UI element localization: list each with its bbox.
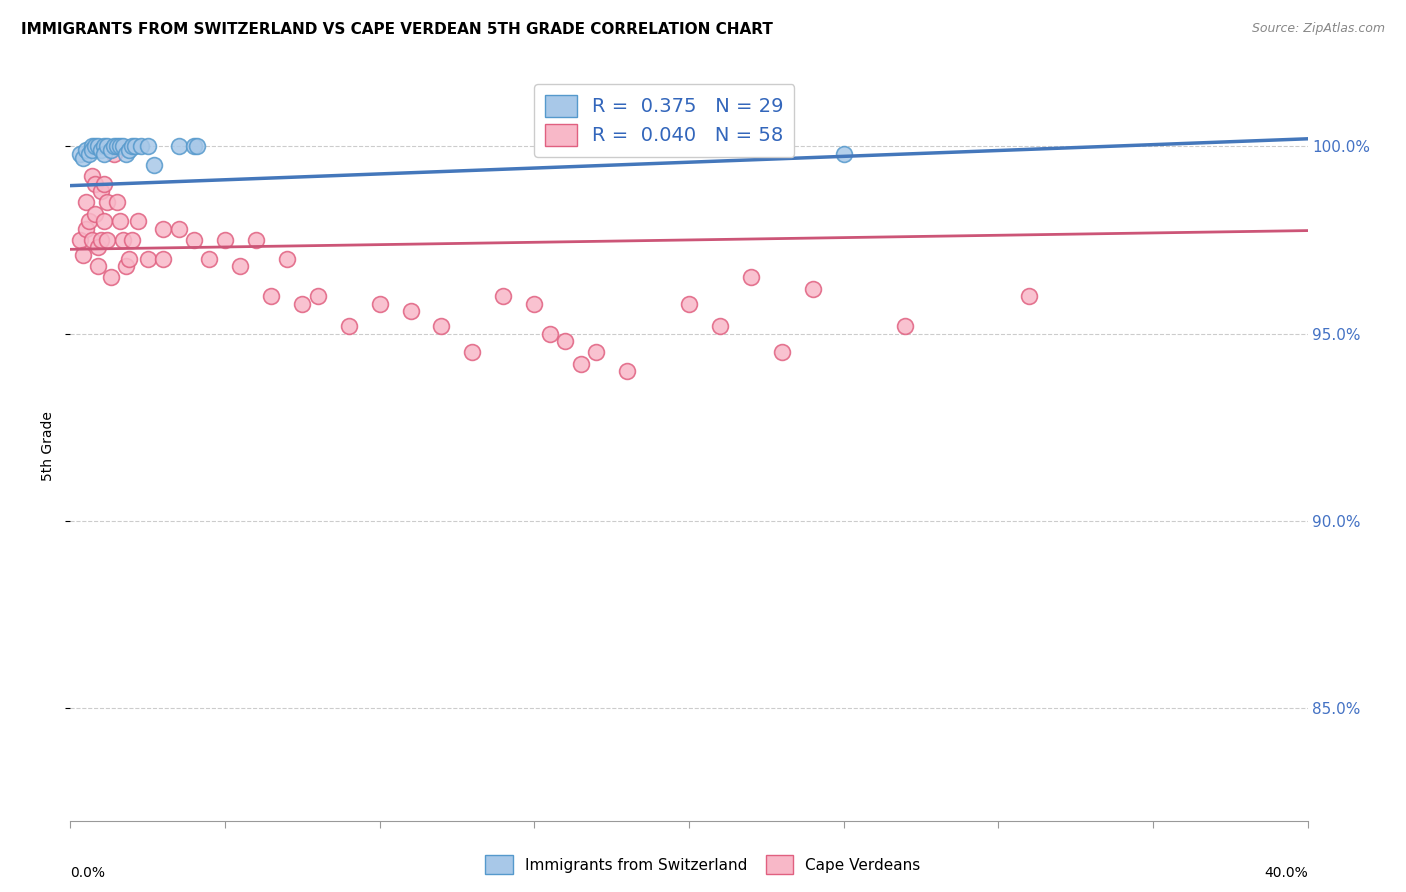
Point xyxy=(229,259,252,273)
Point xyxy=(96,195,118,210)
Point xyxy=(399,304,422,318)
Point xyxy=(492,289,515,303)
Point xyxy=(72,151,94,165)
Point xyxy=(740,270,762,285)
Point xyxy=(105,195,128,210)
Point xyxy=(75,143,97,157)
Point xyxy=(100,270,122,285)
Point xyxy=(136,139,159,153)
Point xyxy=(523,296,546,310)
Point xyxy=(93,146,115,161)
Point xyxy=(115,259,138,273)
Point xyxy=(770,345,793,359)
Point xyxy=(124,139,146,153)
Point xyxy=(430,319,453,334)
Point xyxy=(96,139,118,153)
Point xyxy=(538,326,561,341)
Point xyxy=(80,139,103,153)
Point xyxy=(93,214,115,228)
Point xyxy=(87,259,110,273)
Point xyxy=(276,252,298,266)
Point xyxy=(291,296,314,310)
Point xyxy=(569,357,592,371)
Point xyxy=(131,139,153,153)
Legend: Immigrants from Switzerland, Cape Verdeans: Immigrants from Switzerland, Cape Verdea… xyxy=(479,849,927,880)
Point xyxy=(585,345,607,359)
Text: 0.0%: 0.0% xyxy=(70,865,105,880)
Text: IMMIGRANTS FROM SWITZERLAND VS CAPE VERDEAN 5TH GRADE CORRELATION CHART: IMMIGRANTS FROM SWITZERLAND VS CAPE VERD… xyxy=(21,22,773,37)
Point xyxy=(103,146,125,161)
Text: Source: ZipAtlas.com: Source: ZipAtlas.com xyxy=(1251,22,1385,36)
Point xyxy=(105,139,128,153)
Point xyxy=(198,252,221,266)
Point xyxy=(90,233,112,247)
Point xyxy=(84,207,107,221)
Point xyxy=(554,334,576,348)
Point xyxy=(167,139,190,153)
Point xyxy=(307,289,329,303)
Point xyxy=(152,221,174,235)
Point xyxy=(121,233,143,247)
Point xyxy=(108,214,131,228)
Text: 40.0%: 40.0% xyxy=(1264,865,1308,880)
Point xyxy=(337,319,360,334)
Point xyxy=(167,221,190,235)
Point xyxy=(84,139,107,153)
Point xyxy=(118,143,141,157)
Point xyxy=(96,233,118,247)
Point xyxy=(186,139,208,153)
Point xyxy=(80,233,103,247)
Point xyxy=(1018,289,1040,303)
Point xyxy=(69,233,91,247)
Point xyxy=(108,139,131,153)
Point xyxy=(127,214,149,228)
Point xyxy=(77,214,100,228)
Point xyxy=(801,282,824,296)
Point xyxy=(136,252,159,266)
Point xyxy=(72,248,94,262)
Point xyxy=(90,184,112,198)
Point xyxy=(183,139,205,153)
Point xyxy=(115,146,138,161)
Point xyxy=(142,158,165,172)
Point xyxy=(461,345,484,359)
Point xyxy=(103,139,125,153)
Point xyxy=(832,146,855,161)
Point xyxy=(87,240,110,254)
Point xyxy=(368,296,391,310)
Point xyxy=(894,319,917,334)
Point xyxy=(121,139,143,153)
Point xyxy=(260,289,283,303)
Point xyxy=(118,252,141,266)
Point xyxy=(245,233,267,247)
Point xyxy=(100,143,122,157)
Point xyxy=(80,169,103,184)
Point xyxy=(647,139,669,153)
Point xyxy=(152,252,174,266)
Point xyxy=(709,319,731,334)
Point xyxy=(87,139,110,153)
Point xyxy=(93,139,115,153)
Point xyxy=(90,143,112,157)
Point xyxy=(75,221,97,235)
Point xyxy=(616,364,638,378)
Point xyxy=(183,233,205,247)
Point xyxy=(93,177,115,191)
Y-axis label: 5th Grade: 5th Grade xyxy=(41,411,55,481)
Point xyxy=(111,139,134,153)
Legend: R =  0.375   N = 29, R =  0.040   N = 58: R = 0.375 N = 29, R = 0.040 N = 58 xyxy=(534,84,794,157)
Point xyxy=(77,146,100,161)
Point xyxy=(214,233,236,247)
Point xyxy=(80,143,103,157)
Point xyxy=(111,233,134,247)
Point xyxy=(75,195,97,210)
Point xyxy=(84,177,107,191)
Point xyxy=(678,296,700,310)
Point xyxy=(69,146,91,161)
